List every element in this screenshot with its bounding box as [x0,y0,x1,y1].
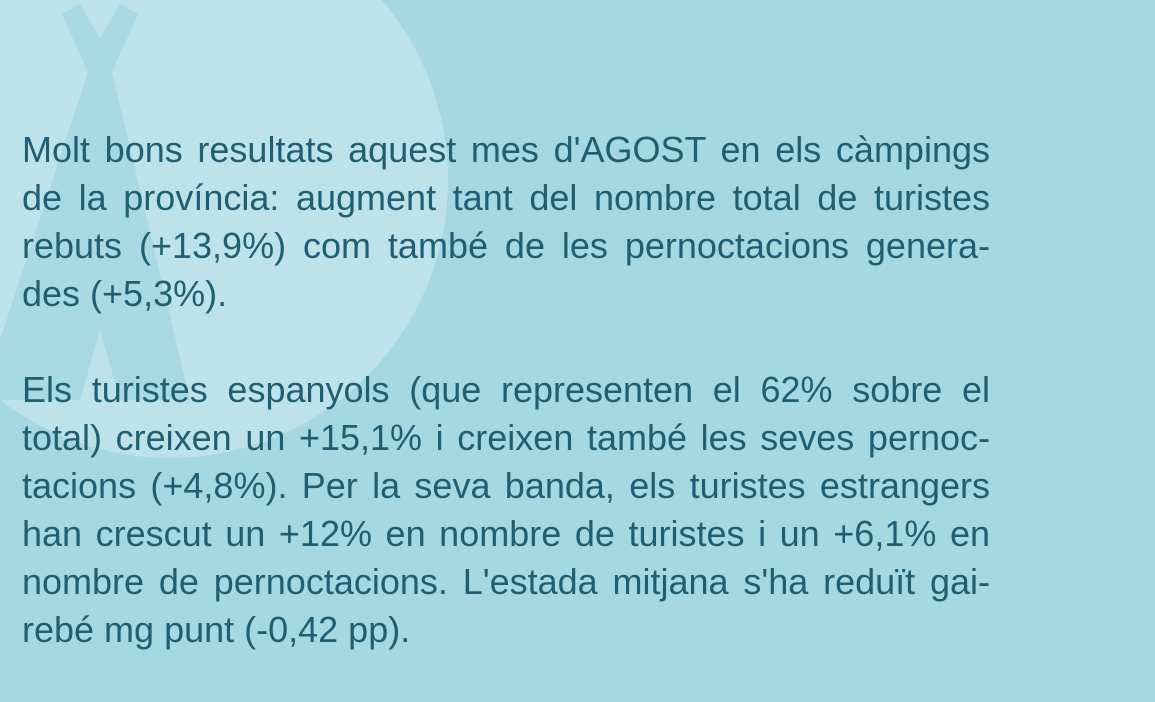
text-line: Molt bons resultats aquest mes d'AGOST e… [22,129,990,170]
text-line: Els turistes espanyols (que representen … [22,369,990,410]
text-line: total) creixen un +15,1% i creixen també… [22,417,990,458]
text-line: tacions (+4,8%). Per la seva banda, els … [22,465,990,506]
paragraph: Els turistes espanyols (que representen … [22,366,990,654]
text-line: han crescut un +12% en nombre de turiste… [22,513,990,554]
text-line: des (+5,3%). [22,273,228,314]
text-line: rebuts (+13,9%) com també de les pernoct… [22,225,990,266]
text-line: nombre de pernoctacions. L'estada mitjan… [22,561,990,602]
body-text: Molt bons resultats aquest mes d'AGOST e… [22,126,990,702]
paragraph: Molt bons resultats aquest mes d'AGOST e… [22,126,990,318]
text-line: rebé mg punt (-0,42 pp). [22,609,411,650]
tent-icon [0,4,190,400]
text-line: de la província: augment tant del nombre… [22,177,990,218]
